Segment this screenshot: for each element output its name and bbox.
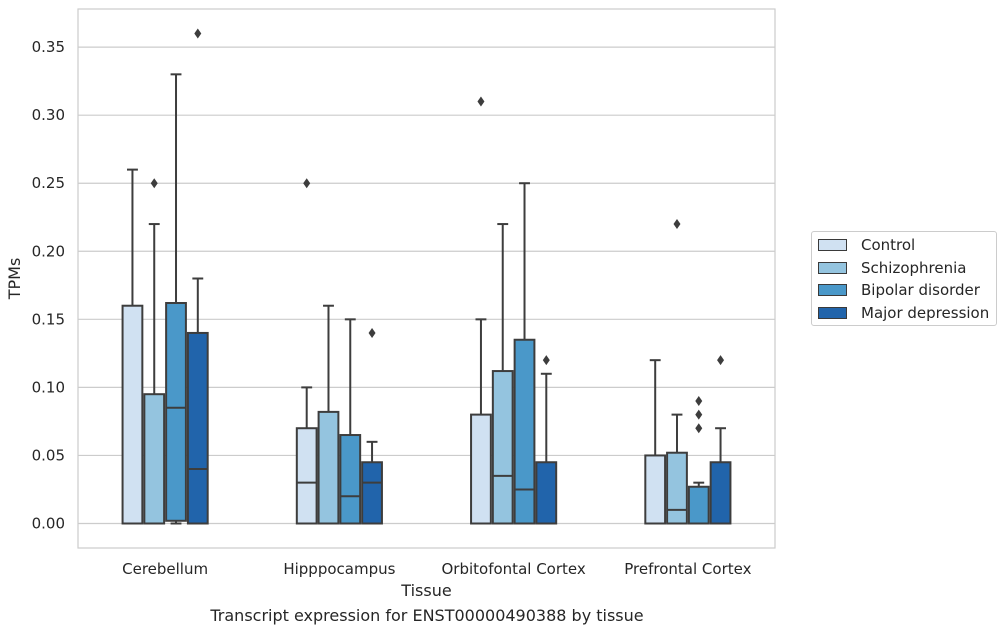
- legend-swatch-schizophrenia: [818, 262, 847, 274]
- box-0-3: [186, 28, 209, 525]
- legend-item-bipolar-disorder: Bipolar disorder: [818, 280, 980, 300]
- outlier-point: [303, 178, 311, 189]
- outlier-point: [542, 355, 550, 366]
- x-tick-label: Hipppocampus: [283, 560, 395, 578]
- box-iqr: [186, 331, 209, 525]
- box-0-1: [143, 178, 166, 525]
- x-tick-label: Orbitofontal Cortex: [442, 560, 586, 578]
- y-tick-label: 0.35: [32, 38, 65, 56]
- legend-label-control: Control: [861, 236, 916, 254]
- chart-caption: Transcript expression for ENST0000049038…: [210, 606, 644, 625]
- y-tick-label: 0.05: [32, 446, 65, 464]
- box-2-2: [513, 182, 536, 525]
- y-tick-label: 0.20: [32, 242, 65, 260]
- box-1-2: [339, 318, 362, 525]
- y-tick-label: 0.25: [32, 174, 65, 192]
- legend-label-bipolar-disorder: Bipolar disorder: [861, 281, 980, 299]
- box-iqr: [709, 461, 732, 525]
- box-2-3: [535, 355, 558, 525]
- y-tick-label: 0.15: [32, 310, 65, 328]
- box-2-0: [470, 96, 492, 525]
- x-tick-labels: Cerebellum Hipppocampus Orbitofontal Corte…: [122, 560, 751, 578]
- box-iqr: [317, 410, 340, 525]
- box-iqr: [644, 454, 667, 525]
- box-iqr: [165, 302, 187, 522]
- y-tick-labels: 0.00 0.05 0.10 0.15 0.20 0.25 0.30 0.35: [32, 38, 65, 532]
- box-3-0: [644, 359, 667, 525]
- legend-item-control: Control: [818, 235, 915, 255]
- box-2-1: [491, 223, 514, 525]
- outlier-point: [695, 423, 703, 434]
- outlier-point: [368, 327, 376, 338]
- y-tick-label: 0.10: [32, 378, 65, 396]
- box-1-0: [295, 178, 318, 525]
- box-iqr: [121, 304, 144, 525]
- box-iqr: [491, 370, 514, 525]
- legend-item-major-depression: Major depression: [818, 303, 989, 323]
- box-0-0: [121, 168, 144, 525]
- legend-swatch-major-depression: [818, 307, 847, 319]
- legend-swatch-bipolar-disorder: [818, 284, 847, 296]
- legend-item-schizophrenia: Schizophrenia: [818, 258, 966, 278]
- box-iqr: [666, 451, 688, 525]
- box-series: [121, 28, 732, 525]
- outlier-point: [695, 396, 703, 406]
- x-tick-label: Cerebellum: [122, 560, 208, 578]
- outlier-point: [717, 355, 725, 366]
- box-0-2: [165, 73, 187, 525]
- outlier-point: [695, 409, 703, 420]
- y-axis-label: TPMs: [5, 258, 24, 301]
- box-3-3: [709, 355, 732, 525]
- box-iqr: [470, 413, 492, 525]
- box-iqr: [361, 461, 383, 525]
- box-iqr: [687, 485, 710, 525]
- x-tick-label: Prefrontal Cortex: [624, 560, 751, 578]
- x-axis-label: Tissue: [400, 581, 451, 600]
- y-tick-label: 0.00: [32, 515, 65, 533]
- legend-label-schizophrenia: Schizophrenia: [861, 259, 967, 277]
- legend-label-major-depression: Major depression: [861, 304, 990, 322]
- legend: Control Schizophrenia Bipolar disorder M…: [811, 231, 997, 326]
- box-1-1: [317, 304, 340, 525]
- y-tick-label: 0.30: [32, 106, 65, 124]
- outlier-point: [150, 178, 158, 189]
- box-3-2: [687, 396, 710, 525]
- box-iqr: [143, 393, 166, 525]
- box-iqr: [513, 338, 536, 525]
- box-iqr: [535, 461, 558, 525]
- outlier-point: [194, 28, 202, 39]
- box-1-3: [361, 327, 383, 525]
- box-3-1: [666, 219, 688, 525]
- legend-swatch-control: [818, 239, 847, 251]
- outlier-point: [477, 96, 485, 107]
- box-iqr: [339, 434, 362, 525]
- box-iqr: [295, 427, 318, 525]
- plot-frame: [77, 8, 776, 549]
- outlier-point: [673, 219, 681, 230]
